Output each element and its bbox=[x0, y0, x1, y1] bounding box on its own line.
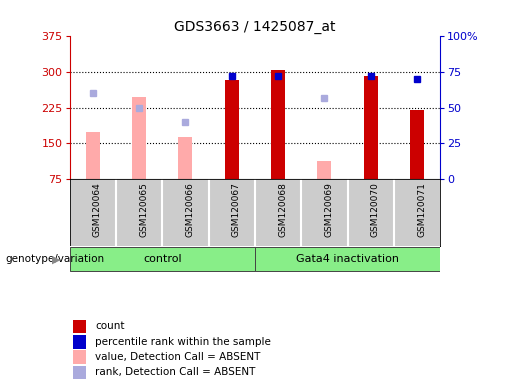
Bar bbox=[73, 366, 86, 379]
Text: genotype/variation: genotype/variation bbox=[5, 254, 104, 264]
Text: GSM120064: GSM120064 bbox=[93, 182, 101, 237]
Text: ▶: ▶ bbox=[53, 254, 61, 264]
Text: GSM120070: GSM120070 bbox=[371, 182, 380, 237]
Text: GSM120066: GSM120066 bbox=[185, 182, 194, 237]
Bar bbox=[178, 137, 192, 179]
Text: GSM120068: GSM120068 bbox=[278, 182, 287, 237]
Text: count: count bbox=[95, 321, 125, 331]
Bar bbox=[410, 110, 424, 179]
Bar bbox=[255, 247, 440, 271]
Text: GSM120069: GSM120069 bbox=[324, 182, 333, 237]
Bar bbox=[73, 319, 86, 333]
Title: GDS3663 / 1425087_at: GDS3663 / 1425087_at bbox=[174, 20, 336, 34]
Text: Gata4 inactivation: Gata4 inactivation bbox=[296, 254, 399, 264]
Text: value, Detection Call = ABSENT: value, Detection Call = ABSENT bbox=[95, 352, 261, 362]
Bar bbox=[73, 335, 86, 349]
Bar bbox=[70, 247, 255, 271]
Bar bbox=[317, 161, 331, 179]
Text: control: control bbox=[143, 254, 181, 264]
Bar bbox=[73, 350, 86, 364]
Bar bbox=[271, 70, 285, 179]
Text: rank, Detection Call = ABSENT: rank, Detection Call = ABSENT bbox=[95, 367, 256, 377]
Bar bbox=[364, 76, 377, 179]
Bar bbox=[85, 132, 100, 179]
Bar bbox=[225, 80, 239, 179]
Bar bbox=[132, 97, 146, 179]
Text: percentile rank within the sample: percentile rank within the sample bbox=[95, 337, 271, 347]
Text: GSM120071: GSM120071 bbox=[417, 182, 426, 237]
Text: GSM120067: GSM120067 bbox=[232, 182, 241, 237]
Text: GSM120065: GSM120065 bbox=[139, 182, 148, 237]
